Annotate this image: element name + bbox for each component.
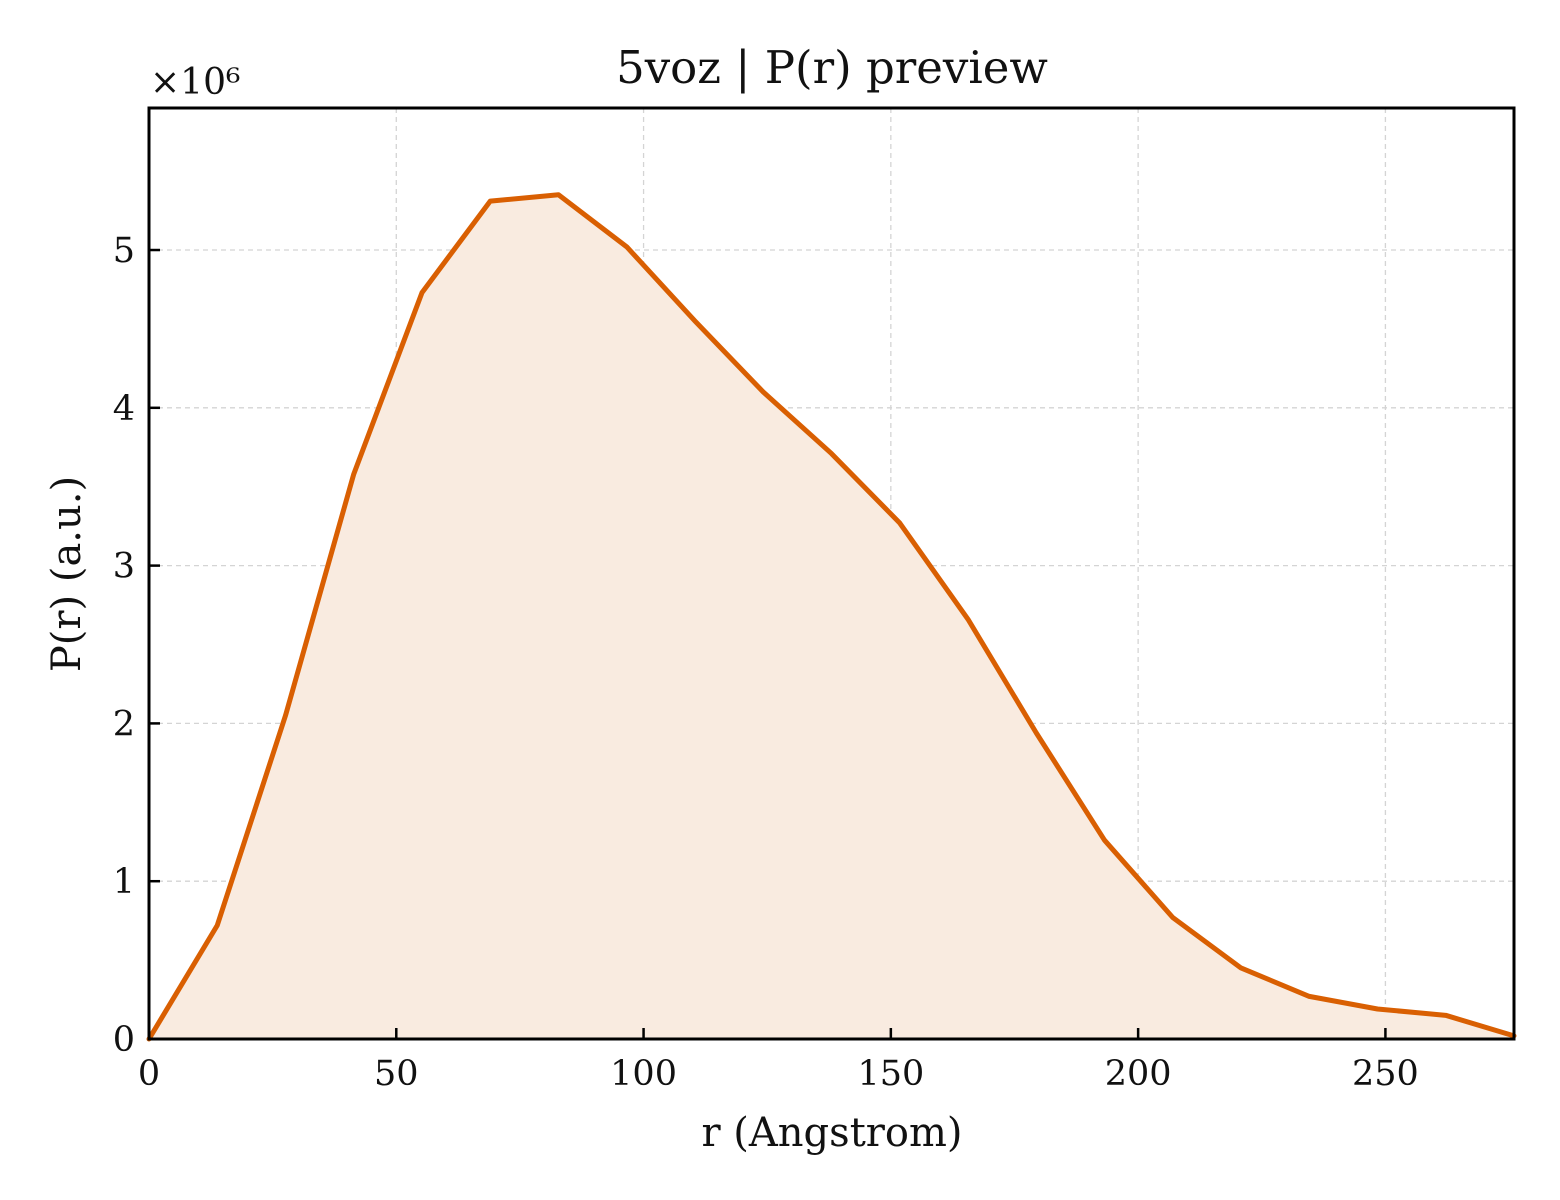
chart-title: 5voz | P(r) preview bbox=[616, 41, 1048, 94]
x-tick-label: 150 bbox=[857, 1054, 924, 1094]
y-tick-label: 4 bbox=[113, 389, 135, 429]
x-tick-label: 0 bbox=[138, 1054, 160, 1094]
pr-area-fill bbox=[149, 194, 1514, 1040]
y-tick-label: 2 bbox=[113, 704, 135, 744]
x-tick-label: 100 bbox=[610, 1054, 677, 1094]
x-axis-label: r (Angstrom) bbox=[701, 1110, 962, 1156]
x-tick-label: 50 bbox=[374, 1054, 419, 1094]
y-tick-label: 1 bbox=[113, 862, 135, 902]
y-tick-label: 5 bbox=[113, 231, 135, 271]
x-tick-label: 200 bbox=[1105, 1054, 1172, 1094]
y-tick-label: 3 bbox=[113, 547, 135, 587]
plot-frame bbox=[147, 106, 1516, 1041]
y-axis-label: P(r) (a.u.) bbox=[44, 476, 90, 672]
data-layer bbox=[146, 192, 1517, 1042]
y-tick-label: 0 bbox=[113, 1020, 135, 1060]
y-multiplier-label: ×10⁶ bbox=[150, 62, 240, 103]
x-tick-label: 250 bbox=[1352, 1054, 1419, 1094]
axes: 0 50 100 150 200 250 0 1 2 3 4 5 bbox=[113, 106, 1516, 1094]
